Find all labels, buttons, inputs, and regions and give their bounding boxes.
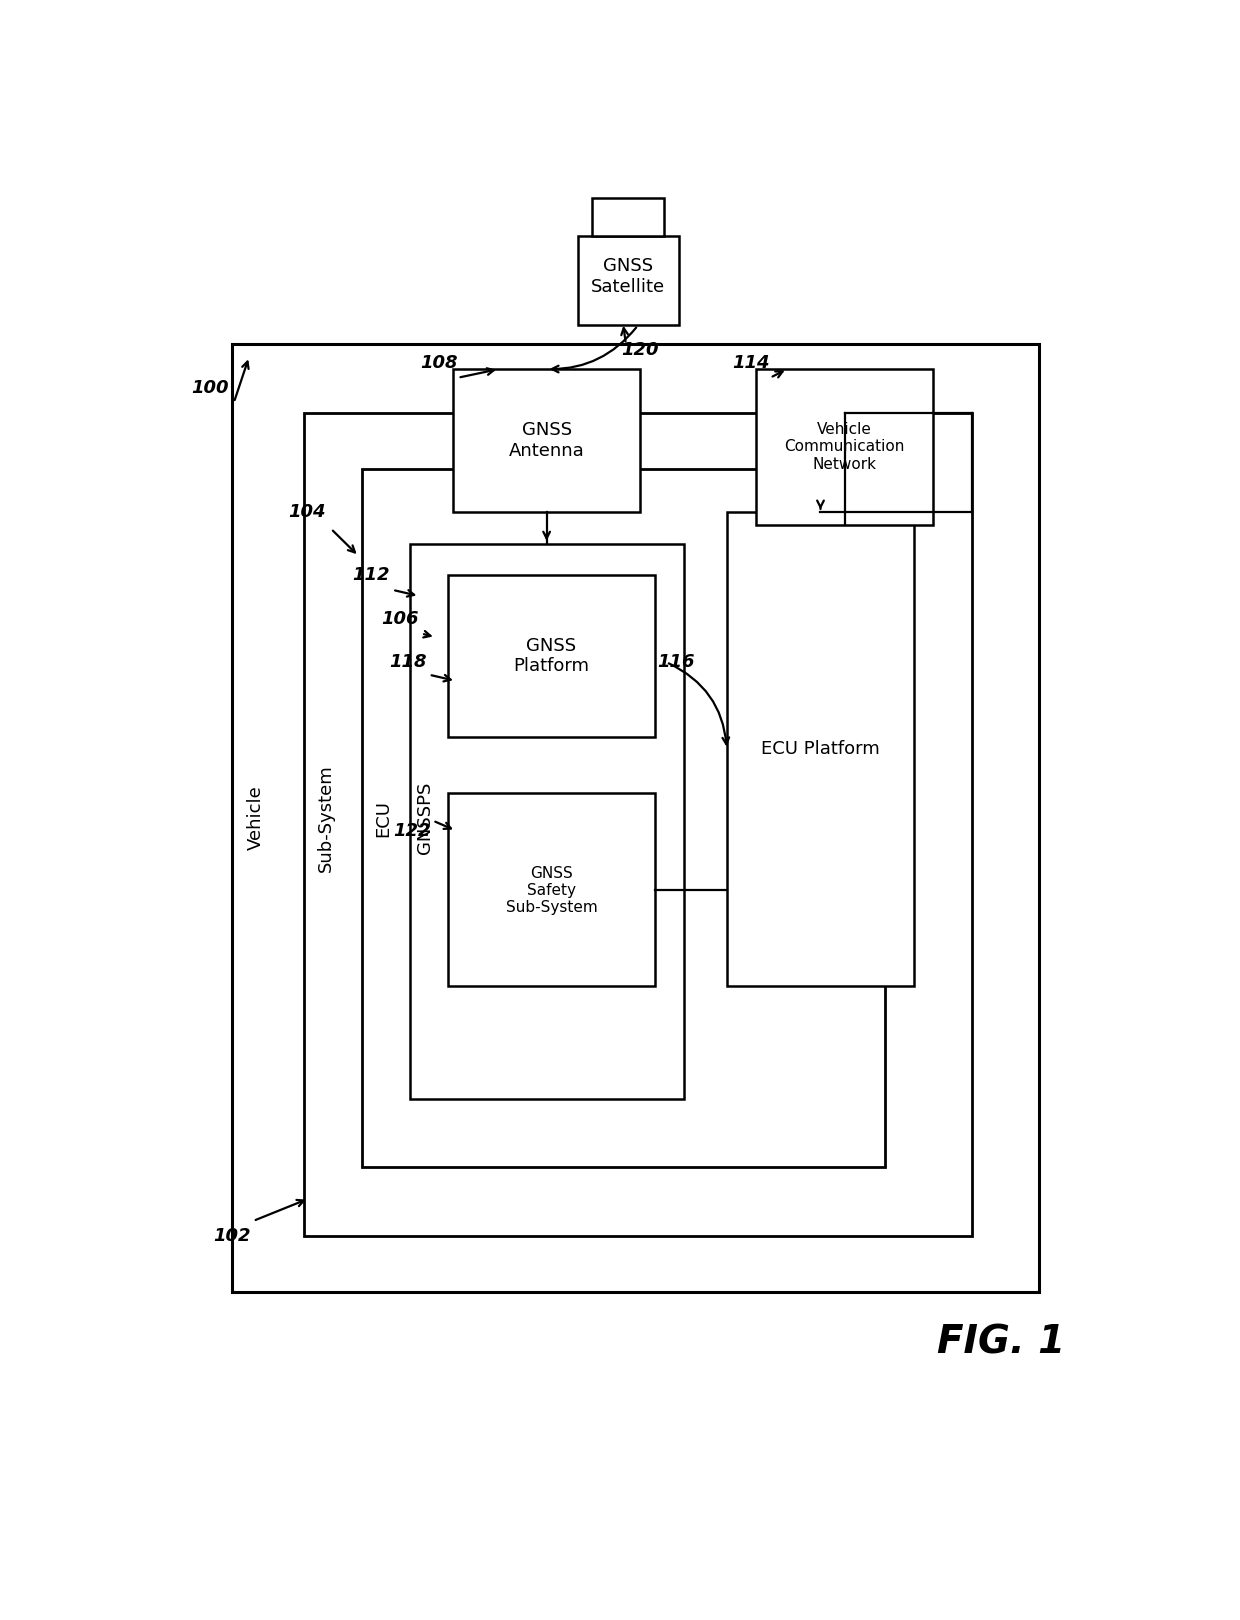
- Bar: [232, 343, 1039, 1293]
- Text: 122: 122: [393, 821, 430, 839]
- Text: Vehicle
Communication
Network: Vehicle Communication Network: [785, 423, 905, 471]
- Text: ECU: ECU: [373, 800, 392, 836]
- Text: 116: 116: [657, 653, 694, 671]
- Bar: [448, 575, 655, 737]
- Text: Vehicle: Vehicle: [247, 786, 265, 850]
- Bar: [362, 468, 885, 1168]
- Text: 106: 106: [382, 609, 419, 627]
- Bar: [453, 369, 640, 512]
- Text: 108: 108: [420, 353, 458, 373]
- Text: GNSS
Satellite: GNSS Satellite: [591, 258, 666, 296]
- Text: 102: 102: [213, 1226, 250, 1246]
- Text: GNSS
Safety
Sub-System: GNSS Safety Sub-System: [506, 865, 598, 915]
- Text: ECU Platform: ECU Platform: [761, 740, 880, 758]
- Text: GNSS
Platform: GNSS Platform: [513, 637, 589, 676]
- Bar: [593, 198, 665, 235]
- Bar: [578, 235, 678, 326]
- Text: 118: 118: [389, 653, 427, 671]
- Text: FIG. 1: FIG. 1: [936, 1324, 1065, 1361]
- Bar: [304, 413, 972, 1236]
- Bar: [448, 794, 655, 987]
- Text: 114: 114: [732, 353, 770, 373]
- Text: Sub-System: Sub-System: [317, 765, 335, 872]
- Bar: [727, 512, 914, 987]
- Text: 112: 112: [352, 565, 389, 583]
- Text: 104: 104: [288, 504, 326, 522]
- Text: GNSSPS: GNSSPS: [417, 782, 434, 854]
- Bar: [409, 544, 683, 1098]
- Bar: [755, 369, 934, 525]
- Text: 120: 120: [621, 342, 658, 360]
- Text: 100: 100: [191, 379, 228, 397]
- Text: GNSS
Antenna: GNSS Antenna: [508, 421, 584, 460]
